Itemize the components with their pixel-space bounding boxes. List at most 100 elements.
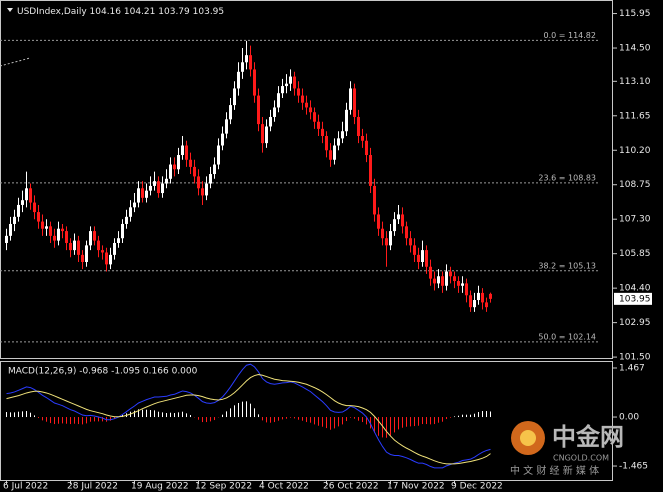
macd-histogram-bar xyxy=(446,417,447,420)
x-tick-label: 12 Sep 2022 xyxy=(195,482,252,492)
candle-body xyxy=(281,86,284,94)
macd-histogram-bar xyxy=(178,412,179,418)
candle-body xyxy=(469,295,472,308)
candle-body xyxy=(257,95,260,125)
macd-histogram-bar xyxy=(362,417,363,423)
current-price-box xyxy=(614,292,652,305)
macd-histogram-bar xyxy=(206,417,207,423)
header-open: 104.16 xyxy=(90,7,122,17)
x-tick-label: 19 Aug 2022 xyxy=(131,482,189,492)
candle-body xyxy=(77,240,80,255)
candle-body xyxy=(125,216,128,224)
macd-histogram-bar xyxy=(134,410,135,418)
candle-body xyxy=(261,124,264,144)
macd-histogram-bar xyxy=(50,417,51,424)
macd-histogram-bar xyxy=(190,415,191,418)
macd-histogram-bar xyxy=(278,417,279,421)
macd-histogram-bar xyxy=(114,417,115,420)
symbol-menu-arrow[interactable] xyxy=(7,8,13,12)
macd-line xyxy=(6,374,491,465)
candle-body xyxy=(157,181,160,194)
macd-histogram-bar xyxy=(230,408,231,418)
macd-histogram-bar xyxy=(254,408,255,418)
y-tick-label: 101.50 xyxy=(619,353,651,363)
candle-body xyxy=(481,292,484,303)
candle-body xyxy=(105,252,108,265)
macd-histogram-bar xyxy=(262,417,263,421)
candle-body xyxy=(297,88,300,96)
macd-histogram-bar xyxy=(334,417,335,429)
candle-body xyxy=(141,188,144,198)
macd-histogram-bar xyxy=(82,417,83,425)
candle-body xyxy=(409,238,412,246)
candle-body xyxy=(29,188,32,203)
macd-histogram-bar xyxy=(158,411,159,418)
fib-level-label: 0.0 = 114.82 xyxy=(543,31,596,40)
macd-histogram-bar xyxy=(486,411,487,418)
macd-histogram-bar xyxy=(6,412,7,418)
macd-histogram-bar xyxy=(18,411,19,418)
macd-histogram-bar xyxy=(482,411,483,418)
header-low: 103.79 xyxy=(158,7,190,17)
macd-histogram-bar xyxy=(466,414,467,418)
candle-body xyxy=(293,76,296,89)
candle-body xyxy=(61,228,64,232)
macd-histogram-bar xyxy=(266,417,267,423)
fib-level-label: 23.6 = 108.83 xyxy=(538,173,596,182)
candle-body xyxy=(401,214,404,227)
candle-body xyxy=(13,216,16,224)
y-tick-label: 1.467 xyxy=(619,363,645,373)
candle-body xyxy=(385,238,388,246)
candle-body xyxy=(349,88,352,110)
macd-histogram-bar xyxy=(474,413,475,418)
current-price-label: 103.95 xyxy=(619,294,651,304)
candle-body xyxy=(425,250,428,267)
candle-body xyxy=(17,204,20,217)
macd-histogram-bar xyxy=(210,417,211,422)
macd-histogram-bar xyxy=(350,417,351,418)
macd-histogram-bar xyxy=(470,414,471,418)
macd-histogram-bar xyxy=(454,416,455,418)
macd-histogram-bar xyxy=(418,417,419,426)
candle-body xyxy=(277,93,280,108)
candle-body xyxy=(305,102,308,108)
candle-body xyxy=(221,133,224,146)
x-tick-label: 4 Oct 2022 xyxy=(259,482,309,492)
macd-panel-frame xyxy=(0,361,613,481)
candle-body xyxy=(213,164,216,175)
header-high: 104.21 xyxy=(124,7,156,17)
macd-histogram-bar xyxy=(94,417,95,422)
candle-body xyxy=(161,183,164,194)
macd-histogram-bar xyxy=(310,417,311,423)
macd-histogram-bar xyxy=(74,417,75,424)
candle-body xyxy=(169,164,172,179)
candle-body xyxy=(133,202,136,208)
macd-histogram-bar xyxy=(198,417,199,420)
candle-body xyxy=(253,69,256,96)
candle-body xyxy=(381,228,384,239)
macd-histogram-bar xyxy=(490,411,491,418)
candle-body xyxy=(433,278,436,284)
candle-body xyxy=(461,283,464,286)
candle-body xyxy=(365,140,368,156)
macd-histogram-bar xyxy=(346,417,347,422)
candle-body xyxy=(37,212,40,222)
candle-body xyxy=(449,271,452,277)
candle-body xyxy=(285,83,288,87)
macd-histogram-bar xyxy=(246,401,247,418)
y-tick-label: 114.50 xyxy=(619,44,651,54)
candle-body xyxy=(473,300,476,308)
watermark-site: CNGOLD.COM xyxy=(553,454,609,463)
candle-body xyxy=(265,126,268,144)
candle-body xyxy=(201,188,204,196)
candle-body xyxy=(429,266,432,279)
macd-histogram-bar xyxy=(450,417,451,418)
candle-body xyxy=(165,178,168,184)
candle-body xyxy=(217,145,220,165)
macd-histogram-bar xyxy=(22,411,23,418)
macd-histogram-bar xyxy=(186,413,187,418)
candle-body xyxy=(205,183,208,196)
candle-body xyxy=(309,107,312,113)
